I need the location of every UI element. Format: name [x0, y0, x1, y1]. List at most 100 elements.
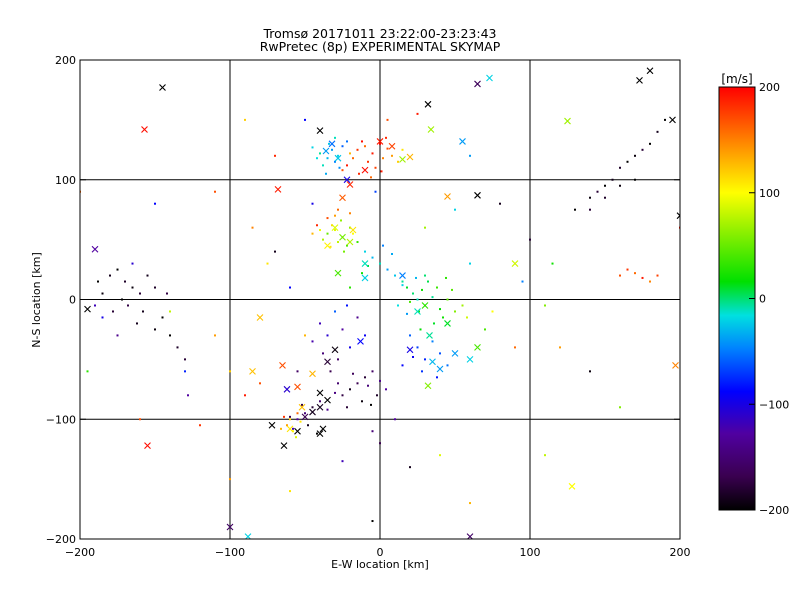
colorbar-tick-label: 100 — [759, 187, 780, 200]
data-point — [401, 148, 404, 151]
x-axis-ticks: −200 −100 0 100 200 — [65, 60, 691, 559]
data-point — [589, 370, 591, 373]
colorbar-tick-label: 0 — [759, 293, 766, 306]
data-point — [391, 154, 393, 157]
data-point — [299, 420, 302, 423]
data-point — [371, 370, 374, 373]
data-point-x-marker — [511, 260, 519, 267]
data-point-x-marker — [636, 76, 643, 84]
data-point — [416, 112, 419, 115]
data-point — [349, 286, 351, 289]
data-point — [551, 262, 554, 265]
data-point — [311, 202, 314, 205]
data-point-x-marker — [672, 361, 679, 369]
data-point — [641, 148, 644, 151]
data-point-x-marker — [361, 274, 369, 282]
data-point-x-marker — [421, 302, 429, 309]
data-point — [397, 160, 399, 163]
data-point-x-marker — [316, 389, 324, 397]
data-point — [136, 322, 138, 325]
data-point-x-marker — [361, 166, 369, 174]
data-point — [361, 400, 363, 403]
data-point — [94, 304, 96, 307]
data-point-x-marker — [474, 344, 481, 351]
data-point-x-marker — [331, 224, 339, 232]
data-point — [619, 274, 621, 277]
data-point — [356, 148, 359, 151]
data-point-x-marker — [406, 153, 414, 161]
data-point — [349, 388, 351, 391]
data-point — [229, 478, 231, 481]
data-point — [112, 310, 114, 313]
data-point — [454, 310, 456, 313]
x-tick-label: 100 — [520, 546, 541, 559]
y-axis-label: N-S location [km] — [30, 252, 43, 348]
data-point — [469, 262, 471, 265]
data-point — [176, 346, 179, 349]
data-point — [97, 280, 99, 283]
y-axis-ticks: −200 −100 0 100 200 — [46, 54, 680, 546]
data-point-x-marker — [426, 332, 433, 339]
data-point-x-marker — [283, 385, 291, 393]
data-point — [431, 296, 434, 299]
data-point-x-marker — [346, 181, 354, 188]
data-point — [544, 304, 546, 307]
data-point — [427, 280, 429, 283]
data-point — [385, 136, 387, 139]
data-point — [436, 286, 438, 289]
data-point — [469, 502, 471, 505]
data-point-x-marker — [294, 427, 301, 435]
data-point — [304, 412, 306, 415]
data-point — [371, 152, 374, 155]
data-point — [379, 142, 381, 145]
data-point — [325, 172, 327, 175]
data-point — [322, 238, 324, 241]
data-point — [146, 274, 149, 277]
data-point-x-marker — [474, 80, 481, 88]
data-point — [322, 164, 324, 167]
data-point — [445, 276, 447, 279]
data-point — [326, 334, 329, 337]
data-point — [386, 147, 389, 150]
data-point — [154, 202, 156, 205]
data-point — [596, 190, 599, 193]
data-point-x-marker — [424, 100, 432, 108]
data-point — [334, 229, 336, 232]
data-point — [329, 245, 332, 248]
data-point — [352, 157, 354, 160]
data-point — [289, 418, 291, 421]
data-point — [374, 190, 377, 193]
data-point — [397, 304, 399, 307]
data-point — [289, 415, 291, 418]
colorbar-tick-label: −100 — [759, 398, 789, 411]
data-point-x-marker — [339, 233, 346, 241]
data-point — [124, 280, 126, 283]
data-point-x-marker — [429, 358, 436, 366]
data-point — [334, 136, 336, 139]
data-point — [401, 280, 404, 283]
data-point — [641, 276, 644, 279]
data-point — [371, 430, 374, 433]
data-point — [259, 382, 261, 385]
data-point-x-marker — [316, 403, 324, 411]
data-point — [367, 160, 369, 163]
data-point — [418, 310, 420, 313]
data-point-x-marker — [399, 156, 406, 163]
data-point — [337, 382, 339, 385]
data-point — [364, 145, 366, 148]
data-point-x-marker — [646, 67, 654, 75]
data-point — [346, 164, 348, 167]
data-point — [296, 418, 299, 421]
data-point — [319, 229, 321, 232]
colorbar-unit-label: [m/s] — [721, 72, 752, 86]
data-point — [409, 334, 411, 337]
data-point — [244, 394, 246, 397]
data-point — [604, 196, 606, 199]
data-point-x-marker — [316, 430, 324, 438]
data-point — [214, 334, 216, 337]
y-tick-label: −100 — [46, 413, 76, 426]
data-point — [166, 292, 168, 295]
data-point — [371, 520, 374, 523]
data-point-x-marker — [444, 193, 451, 200]
